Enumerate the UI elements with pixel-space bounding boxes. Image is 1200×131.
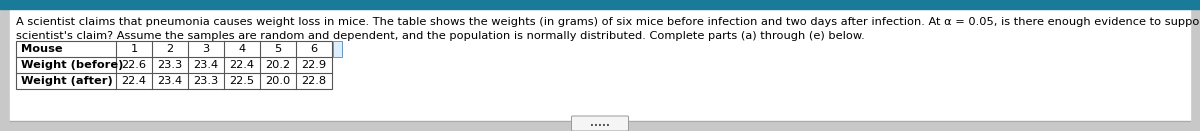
Text: 20.2: 20.2 [265, 60, 290, 70]
Text: A scientist claims that pneumonia causes weight loss in mice. The table shows th: A scientist claims that pneumonia causes… [16, 17, 1200, 27]
Text: .....: ..... [590, 119, 610, 129]
Text: 22.6: 22.6 [121, 60, 146, 70]
Bar [334, 41, 342, 57]
Text: 2: 2 [167, 44, 174, 54]
Text: 20.0: 20.0 [265, 76, 290, 86]
Text: 4: 4 [239, 44, 246, 54]
Bar [0, 121, 1200, 131]
Text: Weight (after): Weight (after) [22, 76, 113, 86]
Text: 5: 5 [275, 44, 282, 54]
FancyBboxPatch shape [571, 116, 629, 131]
Text: 22.8: 22.8 [301, 76, 326, 86]
Text: 6: 6 [311, 44, 318, 54]
Text: 23.4: 23.4 [193, 60, 218, 70]
Text: 23.3: 23.3 [193, 76, 218, 86]
Text: 22.4: 22.4 [121, 76, 146, 86]
Text: 3: 3 [203, 44, 210, 54]
Text: 23.4: 23.4 [157, 76, 182, 86]
Bar [10, 9, 1190, 121]
Text: Weight (before): Weight (before) [22, 60, 124, 70]
Text: 1: 1 [131, 44, 138, 54]
Text: 22.4: 22.4 [229, 60, 254, 70]
Bar [0, 0, 1200, 9]
Bar [16, 41, 332, 89]
Text: 22.5: 22.5 [229, 76, 254, 86]
Text: 23.3: 23.3 [157, 60, 182, 70]
Text: 22.9: 22.9 [301, 60, 326, 70]
Text: scientist's claim? Assume the samples are random and dependent, and the populati: scientist's claim? Assume the samples ar… [16, 31, 865, 41]
Text: Mouse: Mouse [22, 44, 62, 54]
